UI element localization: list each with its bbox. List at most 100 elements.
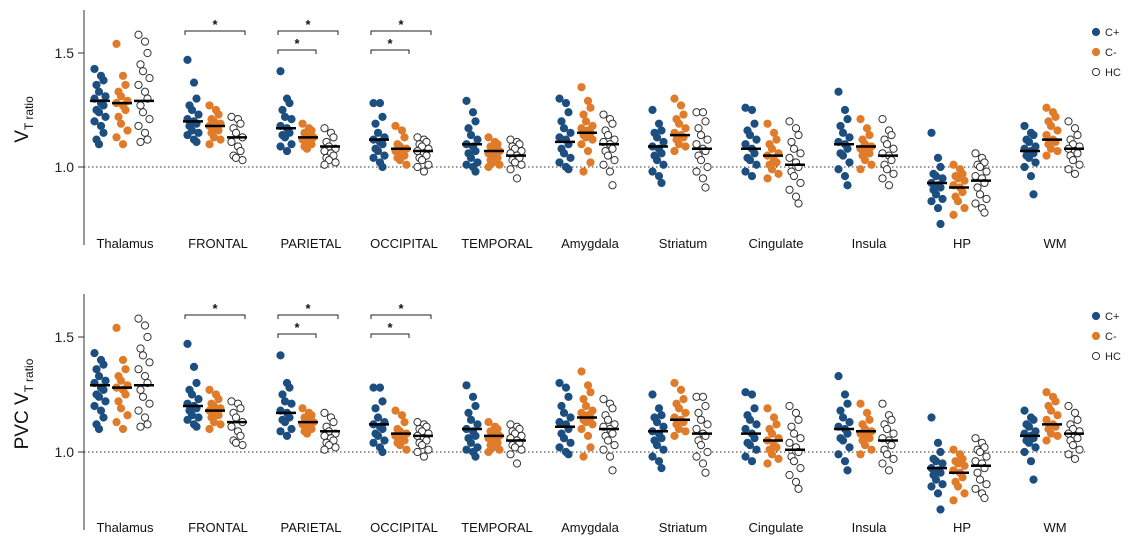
chart-panel-2: 1.0 1.5 PVC VT ratio Thalamus FRONTAL PARIETA… bbox=[12, 294, 1121, 535]
data-point-hc bbox=[134, 314, 143, 323]
data-point-c-plus bbox=[96, 121, 106, 131]
data-point-c-plus bbox=[276, 67, 285, 76]
data-point-c-plus bbox=[654, 457, 664, 466]
data-point-c-minus bbox=[960, 176, 969, 185]
data-point-c-minus bbox=[121, 80, 130, 90]
data-point-hc bbox=[975, 447, 985, 457]
chart-panel-1: 1.0 1.5 VT ratio Thalamus FRONTAL PARIETAL OCC… bbox=[12, 10, 1121, 251]
data-point-hc bbox=[703, 135, 712, 144]
data-point-c-minus bbox=[484, 418, 493, 427]
data-point-c-plus bbox=[194, 128, 203, 137]
data-point-c-minus bbox=[214, 126, 223, 135]
data-point-c-plus bbox=[101, 92, 110, 101]
data-point-c-plus bbox=[194, 413, 203, 422]
data-point-c-plus bbox=[747, 390, 757, 399]
data-point-c-plus bbox=[471, 117, 480, 126]
data-point-hc bbox=[794, 484, 803, 493]
data-point-c-minus bbox=[772, 420, 781, 429]
data-point-c-plus bbox=[657, 126, 666, 135]
data-point-c-minus bbox=[112, 323, 121, 332]
data-point-c-plus bbox=[94, 87, 104, 96]
data-point-c-plus bbox=[380, 151, 389, 160]
data-point-c-plus bbox=[378, 447, 387, 457]
data-point-hc bbox=[884, 466, 894, 475]
data-point-c-minus bbox=[579, 110, 588, 119]
significance-bracket bbox=[370, 333, 410, 338]
data-point-c-plus bbox=[1031, 443, 1040, 452]
significance-star: * bbox=[212, 17, 218, 32]
data-point-c-plus bbox=[745, 415, 755, 424]
data-point-c-minus bbox=[856, 165, 865, 174]
data-point-c-plus bbox=[192, 94, 201, 103]
data-point-c-minus bbox=[670, 431, 679, 440]
legend-marker-c-minus bbox=[1091, 331, 1101, 341]
data-point-hc bbox=[701, 401, 710, 411]
data-point-hc bbox=[973, 468, 982, 477]
data-point-c-plus bbox=[287, 115, 296, 124]
data-point-hc bbox=[887, 130, 896, 140]
data-point-hc bbox=[878, 115, 887, 124]
data-point-hc bbox=[605, 452, 615, 461]
data-point-c-plus bbox=[741, 167, 750, 176]
data-point-hc bbox=[789, 172, 799, 181]
data-point-c-plus bbox=[648, 167, 657, 176]
data-point-c-minus bbox=[769, 128, 779, 137]
data-point-c-minus bbox=[856, 399, 865, 408]
x-category-label: FRONTAL bbox=[188, 236, 248, 251]
data-point-c-minus bbox=[1042, 415, 1051, 424]
legend-label: C+ bbox=[1105, 311, 1119, 323]
data-point-c-plus bbox=[1031, 158, 1040, 167]
data-point-hc bbox=[320, 124, 329, 133]
data-point-hc bbox=[138, 392, 148, 401]
data-point-c-plus bbox=[741, 452, 750, 461]
data-point-hc bbox=[1070, 169, 1080, 178]
y-axis-label-subscript: T ratio bbox=[22, 96, 36, 130]
data-point-c-plus bbox=[378, 162, 387, 172]
data-point-hc bbox=[696, 415, 706, 424]
data-point-c-plus bbox=[101, 112, 110, 121]
data-point-c-plus bbox=[99, 76, 108, 85]
data-point-hc bbox=[878, 459, 887, 468]
data-point-c-plus bbox=[752, 135, 761, 144]
data-point-hc bbox=[787, 422, 796, 431]
legend-marker-c-minus bbox=[1091, 47, 1101, 57]
data-point-hc bbox=[796, 434, 805, 443]
data-point-hc bbox=[419, 167, 429, 176]
data-point-c-minus bbox=[763, 404, 772, 413]
data-point-c-minus bbox=[676, 101, 686, 110]
significance-star: * bbox=[294, 320, 300, 335]
data-point-c-plus bbox=[468, 392, 478, 401]
significance-bracket bbox=[277, 314, 339, 319]
data-point-c-plus bbox=[90, 117, 99, 126]
data-point-hc bbox=[692, 424, 701, 434]
data-point-c-minus bbox=[862, 408, 872, 417]
y-axis-label-subscript: T ratio bbox=[22, 358, 36, 392]
data-point-hc bbox=[608, 429, 617, 438]
data-point-c-plus bbox=[99, 360, 108, 369]
significance-star: * bbox=[398, 17, 404, 32]
data-point-c-plus bbox=[471, 401, 480, 411]
y-axis-label: PVC VT ratio bbox=[12, 358, 36, 449]
data-point-hc bbox=[517, 445, 526, 454]
data-point-c-plus bbox=[750, 119, 759, 128]
data-point-c-plus bbox=[836, 406, 845, 415]
data-point-c-plus bbox=[659, 422, 668, 431]
data-point-hc bbox=[134, 121, 143, 131]
data-point-c-plus bbox=[373, 431, 383, 440]
data-point-c-plus bbox=[840, 390, 850, 399]
data-point-c-minus bbox=[681, 408, 690, 417]
data-point-hc bbox=[231, 128, 241, 137]
significance-star: * bbox=[305, 17, 311, 32]
x-category-label: Cingulate bbox=[749, 520, 804, 535]
data-point-c-minus bbox=[577, 83, 586, 92]
data-point-c-minus bbox=[586, 158, 595, 167]
data-point-c-minus bbox=[958, 187, 967, 197]
data-point-c-plus bbox=[194, 395, 203, 404]
data-point-c-minus bbox=[681, 124, 690, 133]
data-point-hc bbox=[329, 133, 338, 142]
data-point-hc bbox=[608, 466, 617, 475]
data-point-hc bbox=[1070, 454, 1080, 463]
data-point-c-plus bbox=[741, 140, 750, 149]
data-point-hc bbox=[698, 392, 708, 401]
data-point-c-minus bbox=[205, 140, 214, 149]
